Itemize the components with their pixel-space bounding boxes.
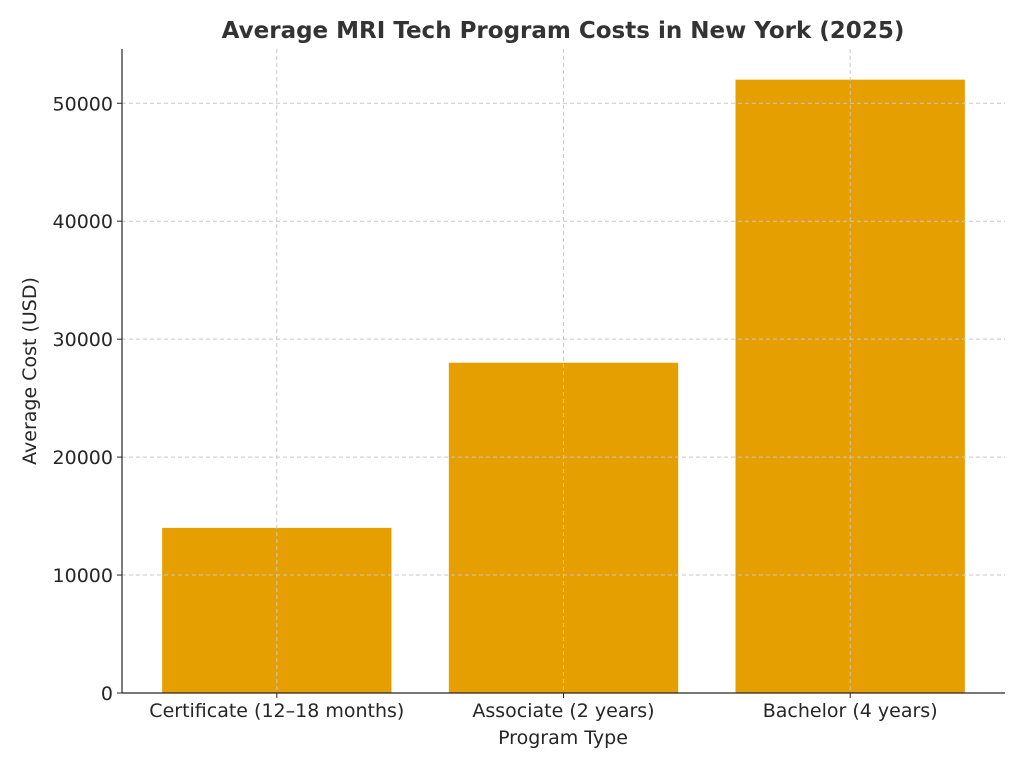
y-tick-label: 10000: [53, 565, 113, 587]
x-tick-label: Bachelor (4 years): [763, 700, 938, 722]
x-tick-label: Associate (2 years): [472, 700, 654, 722]
y-tick-label: 0: [101, 683, 113, 705]
chart-title: Average MRI Tech Program Costs in New Yo…: [222, 18, 905, 44]
x-tick-label: Certificate (12–18 months): [149, 700, 404, 722]
y-tick-label: 20000: [53, 447, 113, 469]
y-axis-ticks: 0 10000 20000 30000 40000 50000: [53, 93, 122, 705]
x-axis-label: Program Type: [498, 727, 628, 749]
y-axis-label: Average Cost (USD): [19, 277, 41, 465]
y-tick-label: 30000: [53, 329, 113, 351]
y-tick-label: 50000: [53, 93, 113, 115]
x-axis-ticks: Certificate (12–18 months) Associate (2 y…: [149, 693, 938, 722]
y-tick-label: 40000: [53, 211, 113, 233]
